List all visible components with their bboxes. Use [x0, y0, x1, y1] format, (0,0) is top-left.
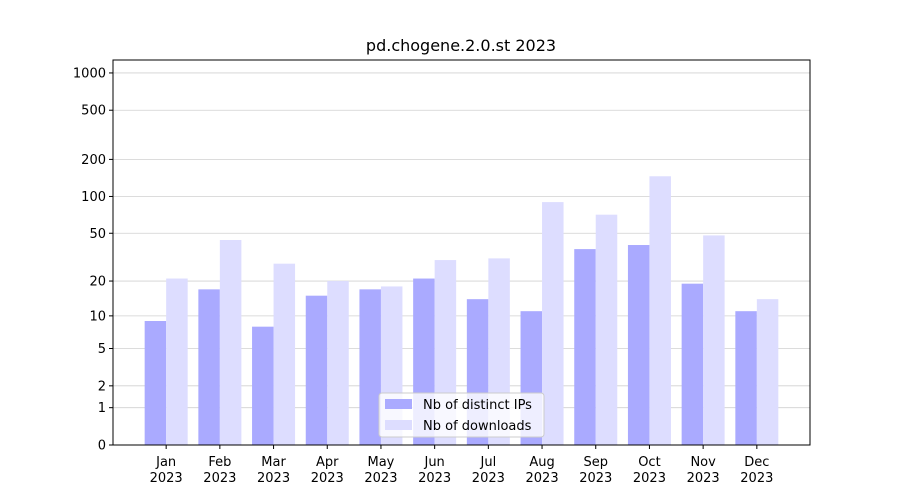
x-tick-label: Jun 2023: [418, 455, 451, 486]
y-tick-label: 1000: [73, 66, 106, 81]
x-tick-label: Jul 2023: [472, 455, 505, 486]
bar: [305, 295, 328, 445]
legend-swatch: [385, 399, 412, 409]
x-tick-label: Mar 2023: [257, 455, 290, 486]
y-tick-label: 500: [81, 104, 106, 119]
y-tick-label: 0: [98, 439, 106, 454]
x-tick-label: May 2023: [364, 455, 397, 486]
bar: [574, 249, 596, 445]
y-tick-label: 2: [98, 379, 106, 394]
bar: [273, 263, 296, 445]
y-tick-label: 50: [89, 227, 106, 242]
x-tick-label: Sep 2023: [579, 455, 612, 486]
legend-swatch: [385, 420, 412, 430]
bar: [219, 240, 242, 445]
y-tick-label: 100: [81, 190, 106, 205]
y-tick-label: 200: [81, 153, 106, 168]
chart-title: pd.chogene.2.0.st 2023: [366, 36, 556, 55]
bar: [627, 245, 650, 445]
x-tick-label: Feb 2023: [203, 455, 236, 486]
legend-label: Nb of downloads: [423, 419, 532, 434]
bar: [756, 299, 779, 445]
x-tick-label: Jan 2023: [150, 455, 183, 486]
x-tick-label: Dec 2023: [740, 455, 773, 486]
y-tick-label: 1: [98, 401, 106, 416]
bar: [198, 289, 220, 445]
y-tick-label: 10: [89, 309, 106, 324]
bar: [166, 278, 188, 445]
plot-frame: [112, 59, 811, 446]
x-tick-label: Nov 2023: [687, 455, 720, 486]
bar: [542, 202, 564, 445]
bar: [327, 281, 349, 445]
x-tick-label: Apr 2023: [311, 455, 344, 486]
bar: [144, 320, 167, 445]
y-tick-label: 5: [98, 342, 106, 357]
y-tick-label: 20: [89, 275, 106, 290]
bar: [649, 176, 671, 445]
x-tick-label: Oct 2023: [633, 455, 666, 486]
bar: [359, 289, 381, 445]
bar: [681, 283, 704, 445]
bar: [735, 311, 757, 445]
bar: [703, 235, 725, 445]
x-tick-label: Aug 2023: [526, 455, 559, 486]
legend: Nb of distinct IPs Nb of downloads: [378, 392, 545, 438]
bar: [252, 326, 274, 445]
bar: [595, 214, 618, 445]
legend-box: [378, 392, 545, 438]
legend-label: Nb of distinct IPs: [423, 398, 532, 413]
